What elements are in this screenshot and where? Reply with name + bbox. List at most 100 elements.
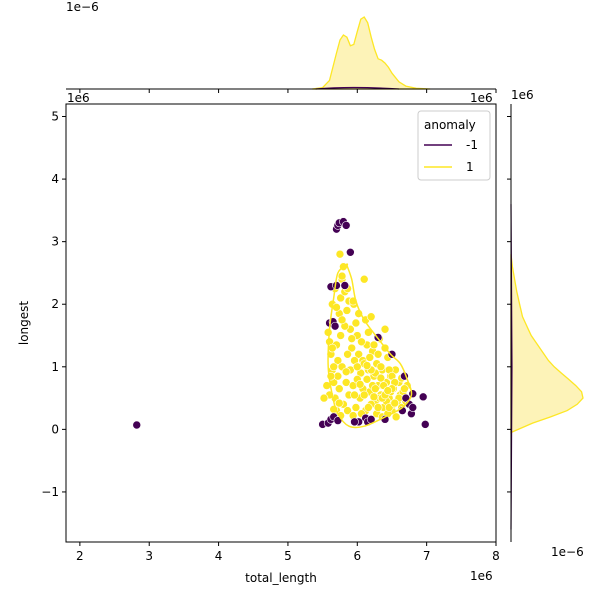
y-tick-label: 3 [51, 235, 59, 249]
kde-contour-normal [327, 263, 413, 429]
scatter-point-normal [319, 393, 329, 403]
top-marginal-ticks [79, 89, 497, 93]
scatter-point-normal [337, 271, 347, 281]
scatter-point-normal [373, 403, 383, 412]
top-marginal-kde-anomaly [315, 86, 399, 90]
y-axis-label: longest [17, 301, 31, 346]
scatter-point-anomaly [387, 349, 397, 359]
main-axes-frame [65, 103, 497, 543]
right-marginal-offset-label: 1e−6 [551, 545, 584, 559]
scatter-point-normal [357, 337, 366, 347]
x-tick-label: 2 [76, 549, 84, 563]
scatter-point-normal [369, 392, 379, 402]
scatter-point-normal [352, 362, 362, 372]
scatter-point-normal [376, 362, 386, 372]
x-tick-label: 5 [284, 549, 292, 563]
scatter-point-anomaly [340, 281, 350, 290]
scatter-point-normal [359, 390, 369, 400]
scatter-point-normal [347, 343, 357, 353]
x-tick-label: 7 [423, 549, 431, 563]
top-marginal-axes: 1e−6 [66, 0, 497, 93]
legend: anomaly -1 1 [417, 110, 491, 181]
scatter-point-normal [333, 356, 343, 365]
scatter-point-anomaly [330, 321, 340, 331]
y-tick-label: 2 [51, 297, 59, 311]
legend-label-anomaly: -1 [466, 138, 478, 152]
scatter-point-normal [371, 384, 380, 394]
scatter-point-normal [391, 412, 401, 422]
x-axis-label: total_length [245, 571, 317, 585]
scatter-point-anomaly [341, 221, 351, 230]
scatter-point-normal [354, 349, 363, 359]
scatter-point-anomaly [420, 420, 430, 429]
scatter-series-normal [319, 249, 412, 422]
scatter-point-anomaly [418, 392, 428, 402]
x-tick-label: 6 [353, 549, 361, 563]
legend-label-normal: 1 [466, 160, 474, 174]
y-tick-label: 5 [51, 110, 59, 124]
y-tick-label: 1 [51, 360, 59, 374]
scatter-point-anomaly [408, 403, 418, 412]
x-axis-ticks: 2 3 4 5 6 7 8 [76, 542, 500, 563]
x-tick-label: 8 [492, 549, 500, 563]
scatter-point-normal [383, 386, 393, 395]
main-scatter-axes: 1e6 1e6 2 3 4 5 6 7 8 −1 0 1 2 3 4 5 total_length lo… [17, 91, 500, 585]
scatter-point-normal [366, 312, 376, 322]
scatter-point-normal [369, 340, 379, 350]
legend-title: anomaly [424, 118, 476, 132]
right-marginal-kde [510, 204, 584, 530]
scatter-point-normal [343, 406, 352, 415]
scatter-point-normal [329, 362, 339, 372]
y-tick-label: −1 [41, 485, 59, 499]
right-marginal-kde-curve [510, 254, 584, 434]
scatter-point-normal [400, 384, 409, 394]
scatter-point-normal [341, 367, 351, 377]
scatter-point-normal [347, 334, 357, 343]
scatter-point-normal [364, 403, 373, 412]
main-y-offset-label: 1e6 [67, 91, 90, 105]
scatter-point-normal [373, 349, 383, 359]
scatter-point-normal [390, 398, 400, 408]
scatter-point-normal [376, 373, 386, 383]
scatter-point-normal [380, 324, 390, 334]
scatter-point-anomaly [408, 389, 418, 399]
y-tick-label: 4 [51, 172, 59, 186]
scatter-point-anomaly [132, 420, 142, 430]
top-marginal-kde [312, 16, 431, 90]
x-axis-offset-label: 1e6 [470, 569, 493, 583]
scatter-point-normal [328, 343, 337, 353]
scatter-point-anomaly [346, 247, 355, 257]
scatter-point-normal [337, 315, 347, 325]
top-marginal-kde-curve [312, 16, 431, 90]
scatter-point-normal [342, 306, 352, 315]
scatter-point-normal [359, 274, 369, 284]
scatter-point-normal [336, 293, 345, 303]
scatter-point-normal [332, 303, 341, 312]
scatter-point-anomaly [350, 417, 359, 427]
legend-box [417, 110, 491, 181]
scatter-point-normal [362, 361, 372, 370]
top-x-offset-label: 1e6 [470, 91, 493, 105]
scatter-series-anomaly [132, 217, 430, 430]
right-marginal-ticks [507, 116, 511, 493]
scatter-point-normal [334, 398, 344, 408]
y-tick-label: 0 [51, 422, 59, 436]
x-tick-label: 4 [215, 549, 223, 563]
x-tick-label: 3 [145, 549, 153, 563]
right-marginal-axes: 1e6 1e−6 [507, 88, 584, 559]
y-axis-ticks: −1 0 1 2 3 4 5 [41, 110, 66, 499]
kde-contour-line [327, 263, 413, 429]
scatter-point-normal [335, 249, 345, 259]
scatter-point-normal [362, 375, 372, 384]
scatter-point-normal [336, 331, 345, 340]
scatter-point-normal [351, 403, 361, 412]
scatter-point-normal [323, 328, 333, 337]
scatter-point-normal [355, 380, 365, 389]
scatter-point-normal [334, 384, 344, 394]
scatter-point-normal [350, 390, 359, 400]
right-marginal-y-offset-label: 1e6 [511, 88, 534, 102]
top-marginal-offset-label: 1e−6 [66, 0, 99, 14]
scatter-point-normal [365, 353, 375, 362]
scatter-point-normal [351, 318, 361, 328]
